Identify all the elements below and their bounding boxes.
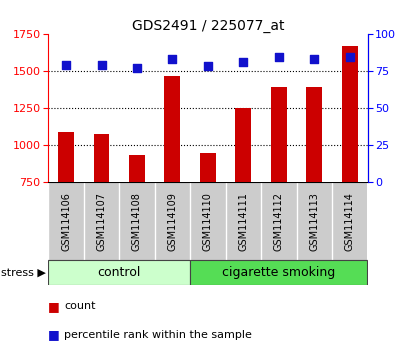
Text: GSM114114: GSM114114 bbox=[345, 192, 355, 251]
Text: GSM114113: GSM114113 bbox=[309, 192, 319, 251]
Bar bbox=[306, 87, 322, 182]
Point bbox=[169, 56, 176, 62]
Text: stress ▶: stress ▶ bbox=[1, 268, 46, 278]
Point bbox=[311, 56, 318, 62]
Point bbox=[205, 63, 211, 69]
Bar bbox=[58, 132, 74, 182]
Bar bbox=[271, 87, 287, 182]
Text: GSM114112: GSM114112 bbox=[274, 192, 284, 251]
Bar bbox=[94, 134, 110, 182]
Bar bbox=[129, 155, 145, 182]
Text: ■: ■ bbox=[48, 300, 60, 313]
Text: GSM114109: GSM114109 bbox=[168, 192, 177, 251]
Point bbox=[134, 65, 140, 71]
Point bbox=[98, 62, 105, 68]
Bar bbox=[190, 260, 368, 285]
Text: ■: ■ bbox=[48, 328, 60, 341]
Text: GSM114111: GSM114111 bbox=[239, 192, 248, 251]
Point bbox=[346, 55, 353, 60]
Text: control: control bbox=[97, 266, 141, 279]
Text: GSM114110: GSM114110 bbox=[203, 192, 213, 251]
Point bbox=[276, 55, 282, 60]
Text: GSM114106: GSM114106 bbox=[61, 192, 71, 251]
Text: GSM114107: GSM114107 bbox=[97, 192, 107, 251]
Text: percentile rank within the sample: percentile rank within the sample bbox=[64, 330, 252, 339]
Bar bbox=[235, 108, 251, 182]
Point bbox=[63, 62, 69, 68]
Bar bbox=[200, 153, 216, 182]
Title: GDS2491 / 225077_at: GDS2491 / 225077_at bbox=[131, 19, 284, 33]
Text: count: count bbox=[64, 301, 96, 311]
Bar bbox=[165, 76, 181, 182]
Text: cigarette smoking: cigarette smoking bbox=[222, 266, 336, 279]
Point bbox=[240, 59, 247, 65]
Bar bbox=[342, 46, 358, 182]
Text: GSM114108: GSM114108 bbox=[132, 192, 142, 251]
Bar bbox=[48, 260, 190, 285]
